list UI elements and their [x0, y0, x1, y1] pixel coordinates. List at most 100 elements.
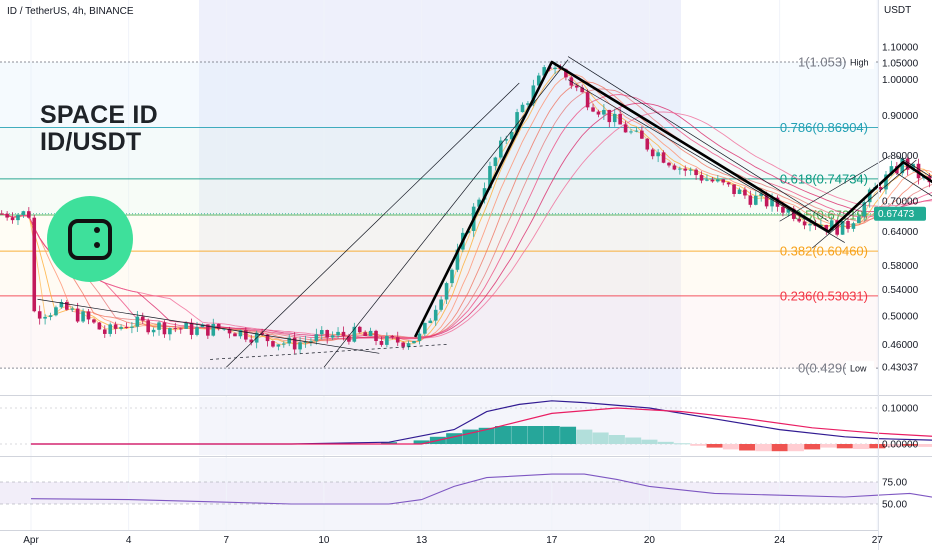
candle-body [249, 339, 254, 343]
candle-body [797, 218, 801, 222]
candle-body [428, 320, 433, 324]
macd-histogram-bar [739, 444, 756, 451]
ma-line [1, 94, 932, 340]
macd-histogram-bar [478, 427, 495, 444]
trend-line [323, 59, 569, 368]
candle-body [618, 113, 622, 125]
candle-body [423, 323, 427, 334]
macd-histogram-bar [820, 444, 837, 448]
macd-indicator [0, 400, 932, 452]
candle-body [857, 216, 861, 224]
candle-body [721, 179, 726, 183]
price-tick-label: 0.46000 [882, 340, 919, 351]
rsi-tick-label: 75.00 [882, 478, 907, 489]
candle-body [325, 330, 330, 338]
time-tick-label: Apr [23, 535, 39, 546]
candle-body [829, 220, 834, 231]
candle-body [379, 341, 384, 345]
fib-band [0, 295, 878, 369]
candle-body [629, 131, 633, 133]
ma-line [1, 88, 932, 341]
pattern-zigzag [413, 60, 932, 338]
macd-histogram-bar [446, 433, 463, 444]
candle-body [37, 311, 42, 319]
candle-body [347, 336, 351, 342]
candle-body [244, 330, 248, 340]
candle-body [32, 217, 37, 312]
candle-body [119, 327, 123, 329]
candle-body [477, 199, 481, 207]
indicator-axis[interactable]: 0.10000 0.00000 75.00 50.00 [882, 404, 919, 511]
candle-body [374, 330, 378, 342]
candle-body [146, 320, 150, 333]
candle-body [216, 323, 221, 329]
rsi-line [30, 473, 932, 505]
candle-body [748, 195, 753, 205]
candle-body [623, 124, 628, 133]
trend-line [779, 155, 891, 222]
candle-body [764, 193, 769, 207]
macd-histogram-bar [787, 444, 804, 452]
candle-body [574, 85, 579, 88]
candle-body [298, 342, 302, 350]
candle-body [667, 162, 671, 166]
time-tick-label: 10 [318, 535, 330, 546]
candle-body [656, 152, 660, 157]
ma-line [1, 67, 932, 346]
macd-histogram-bar [592, 432, 609, 444]
title-line-1: SPACE ID [40, 101, 158, 129]
fib-tag-bg [846, 361, 874, 376]
trend-line [226, 82, 520, 368]
candle-body [791, 208, 796, 219]
time-tick-label: 27 [872, 535, 884, 546]
candle-body [178, 328, 183, 330]
fib-level-label: 0(0.429( [798, 361, 847, 376]
candle-body [499, 140, 503, 158]
candle-body [59, 301, 64, 308]
candle-body [417, 333, 422, 341]
fib-level-label: 0.618(0.74734) [780, 171, 868, 186]
candle-body [596, 111, 601, 115]
candle-body [439, 299, 443, 310]
candle-body [357, 326, 362, 333]
macd-histogram-bar [771, 444, 788, 452]
candle-body [184, 322, 188, 329]
price-tick-label: 0.80000 [882, 151, 919, 162]
time-tick-label: 13 [416, 535, 428, 546]
candle-body [753, 195, 758, 205]
candle-body [135, 316, 140, 327]
macd-histogram-bar [576, 429, 593, 444]
trend-line [896, 172, 932, 197]
candle-body [488, 166, 492, 189]
candle-body [265, 334, 270, 342]
ma-line [1, 111, 932, 340]
macd-tick-label: 0.10000 [882, 404, 919, 415]
macd-histogram-bar [560, 426, 577, 444]
fib-tag-label: High [850, 58, 869, 68]
space-id-logo-icon [47, 196, 133, 282]
price-axis[interactable]: 1.10000 1.05000 1.00000 0.90000 0.80000 0.700… [874, 43, 926, 374]
fib-level-label: 1(1.053) [798, 55, 846, 70]
macd-histogram-bar [462, 429, 479, 444]
candle-body [390, 336, 395, 338]
price-tick-label: 0.70000 [882, 197, 919, 208]
candle-body [319, 330, 324, 335]
macd-histogram-bar [885, 444, 902, 447]
time-axis[interactable]: Apr47101317202427May48 [23, 535, 932, 546]
macd-histogram-bar [836, 444, 853, 449]
candle-body [786, 208, 791, 213]
candle-body [802, 221, 807, 226]
candle-body [900, 158, 905, 174]
trend-line [567, 56, 829, 222]
candle-body [661, 152, 666, 163]
candle-body [433, 309, 438, 321]
price-tick-label: 0.50000 [882, 311, 919, 322]
candle-body [688, 169, 693, 171]
candle-body [173, 328, 178, 330]
symbol-label[interactable]: ID / TetherUS, 4h, BINANCE [7, 6, 134, 17]
candle-body [65, 301, 69, 310]
candle-body [54, 307, 58, 316]
candle-body [645, 138, 650, 150]
candle-body [16, 214, 20, 221]
